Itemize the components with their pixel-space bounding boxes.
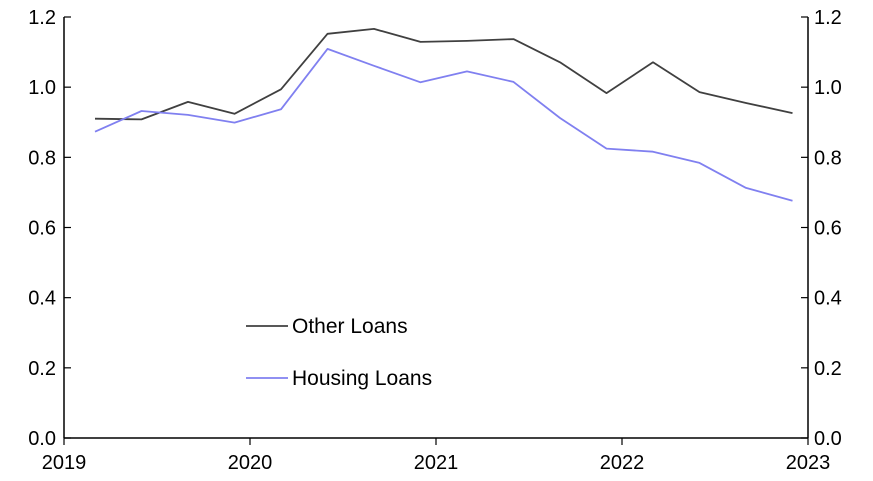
y-tick-label-left: 0.8 xyxy=(28,147,56,169)
y-tick-label-right: 0.8 xyxy=(814,147,842,169)
series-line-other-loans xyxy=(94,27,793,121)
legend: Other Loans Housing Loans xyxy=(246,315,432,390)
y-tick-label-right: 0.6 xyxy=(814,218,842,240)
series-layer xyxy=(94,27,793,202)
x-tick-label: 2022 xyxy=(600,452,645,474)
x-tick-label: 2021 xyxy=(414,452,459,474)
x-tick-label: 2023 xyxy=(786,452,831,474)
y-tick-label-left: 1.0 xyxy=(28,77,56,99)
y-tick-label-right: 1.2 xyxy=(814,7,842,29)
legend-label-housing-loans: Housing Loans xyxy=(292,367,432,390)
y-tick-label-right: 0.2 xyxy=(814,358,842,380)
y-tick-label-left: 0.0 xyxy=(28,428,56,450)
y-tick-label-left: 0.4 xyxy=(28,288,56,310)
y-tick-label-left: 1.2 xyxy=(28,7,56,29)
axes: 0.0 0.2 0.4 0.6 0.8 1.0 1.2 0.0 0.2 0.4 0.6 0.8 1.0 1… xyxy=(28,7,842,474)
x-tick-label: 2020 xyxy=(228,452,273,474)
y-tick-label-right: 1.0 xyxy=(814,77,842,99)
y-tick-label-left: 0.2 xyxy=(28,358,56,380)
y-tick-label-right: 0.4 xyxy=(814,288,842,310)
series-line-housing-loans xyxy=(94,48,793,202)
legend-label-other-loans: Other Loans xyxy=(292,315,408,338)
x-tick-label: 2019 xyxy=(42,452,87,474)
y-tick-label-left: 0.6 xyxy=(28,218,56,240)
y-tick-label-right: 0.0 xyxy=(814,428,842,450)
